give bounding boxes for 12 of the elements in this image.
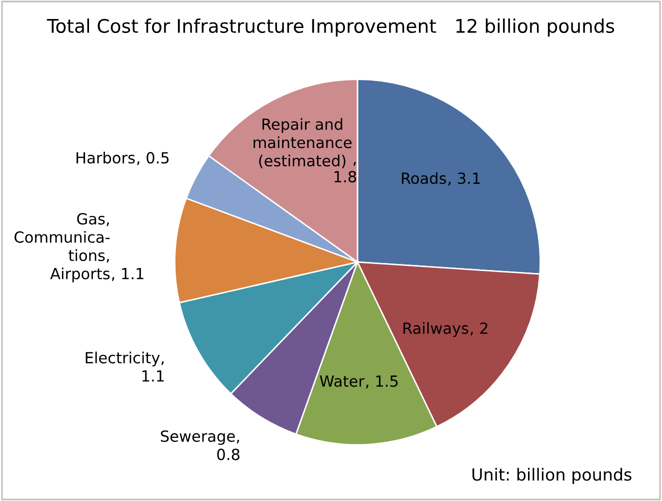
text: Unit: billion pounds [472, 468, 632, 484]
slice-label: Roads [402, 172, 446, 184]
data-label: , 3.1 [448, 172, 480, 186]
data-label: , 2 [470, 322, 488, 336]
data-label: , 1.1 [112, 268, 144, 281]
data-label: , 1.5 [366, 376, 398, 388]
data-label: , 0.5 [137, 152, 169, 166]
slice-label: Railways [404, 322, 468, 337]
chart-title: Total Cost for Infrastructure Improvement 12 billion pounds [46, 18, 614, 37]
slice-label: Harbors [76, 152, 135, 164]
slice-label: Water [320, 376, 364, 387]
slice-label: Gas, Communica- tions, Airports [14, 213, 110, 282]
